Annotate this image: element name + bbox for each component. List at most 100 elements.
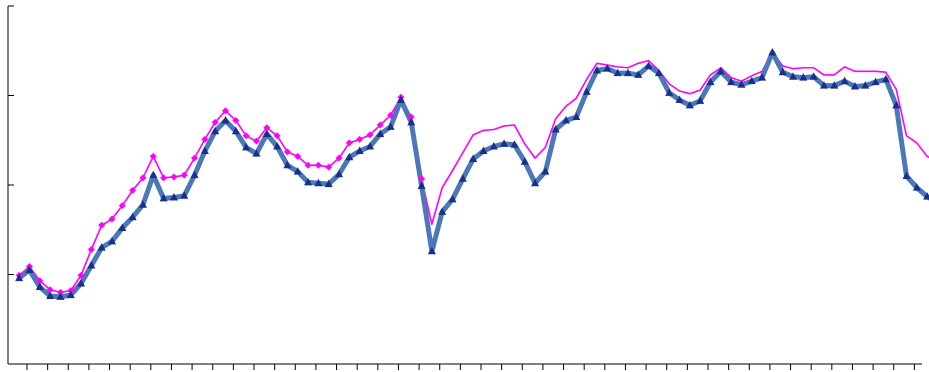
series-2-point [325,163,333,171]
series-2-point [46,286,54,294]
series-1-point [211,126,220,135]
series-1-point [407,117,416,126]
series-1-point [138,200,147,208]
series-1-point [25,265,34,274]
series-2-point [294,152,302,160]
series-1-point [634,70,643,78]
series-2-point [118,202,126,210]
series-2-point [201,135,209,143]
series-1-point [273,142,282,150]
series-1-point [850,82,859,90]
series-1-point [200,146,209,154]
series-2-point [366,131,374,139]
series-1-point [737,80,746,88]
series-1-point [830,81,839,89]
series-2-line [18,50,929,294]
series-2-point [418,175,426,183]
series-2-point [387,111,395,119]
series-1-point [489,142,498,150]
series-1-point [335,169,344,178]
series-1-point [799,73,808,81]
series-1-point [262,129,271,137]
series-2-point [345,139,353,147]
series-2-point [252,137,260,145]
series-1-point [169,193,178,201]
series-1-point [861,81,870,89]
series-1-point [396,95,405,103]
series-layer [17,50,929,300]
series-1-point [706,77,715,86]
series-1-point [345,152,354,161]
series-1-point [108,236,117,245]
series-1-point [819,81,828,89]
series-1-point [283,160,292,169]
series-1-point [365,142,374,150]
series-1-point [881,74,890,83]
series-1-point [190,170,199,179]
series-2-point [77,271,85,279]
series-1-point [809,72,818,80]
series-1-point [768,48,777,56]
series-1-point [592,65,601,74]
series-2-point [139,174,147,182]
series-2-point [36,277,44,285]
series-1-point [613,68,622,77]
series-2-point [170,173,178,181]
series-1-point [562,116,571,124]
series-1-point [293,167,302,175]
series-1-point [242,142,251,151]
series-1-point [180,191,189,199]
series-2-point [98,221,106,229]
series-1-point [324,179,333,188]
series-1-point [551,125,560,133]
series-2-point [314,161,322,169]
series-1-point [376,129,385,137]
series-1-point [500,139,509,147]
series-1-point [840,76,849,85]
series-1-point [252,149,261,157]
series-1-point [912,183,921,191]
series-2-point [211,118,219,126]
series-1-point [572,112,581,120]
series-1-point [149,170,158,179]
series-1-point [541,167,550,175]
series-1-point [685,100,694,109]
series-2-point [335,154,343,162]
series-2-point [180,171,188,179]
series-2-point [87,245,95,253]
series-2-point [160,174,168,182]
axes [7,5,922,370]
series-1-point [97,243,106,251]
series-1-point [118,223,127,231]
series-1-point [417,181,426,189]
series-1-point [221,116,230,124]
series-1-point [871,77,880,86]
series-2-point [222,107,230,115]
series-1-point [87,261,96,269]
series-2-point [376,121,384,129]
markers-layer [15,48,929,300]
series-1-point [56,292,65,300]
series-2-point [108,215,116,223]
series-1-point [644,61,653,69]
series-1-point [696,96,705,104]
series-1-point [35,282,44,291]
series-2-point [149,152,157,160]
series-1-point [427,246,436,255]
series-2-point [129,186,137,194]
series-1-point [438,207,447,215]
series-1-point [675,95,684,103]
series-1-point [520,157,529,165]
series-1-point [623,68,632,77]
series-2-point [263,124,271,132]
series-1-point [892,100,901,109]
series-1-point [448,194,457,203]
series-1-point [46,291,55,299]
series-1-line [17,50,929,300]
series-1-point [304,177,313,186]
series-2-point [232,117,240,125]
series-1-point [582,87,591,95]
series-1-point [231,126,240,135]
